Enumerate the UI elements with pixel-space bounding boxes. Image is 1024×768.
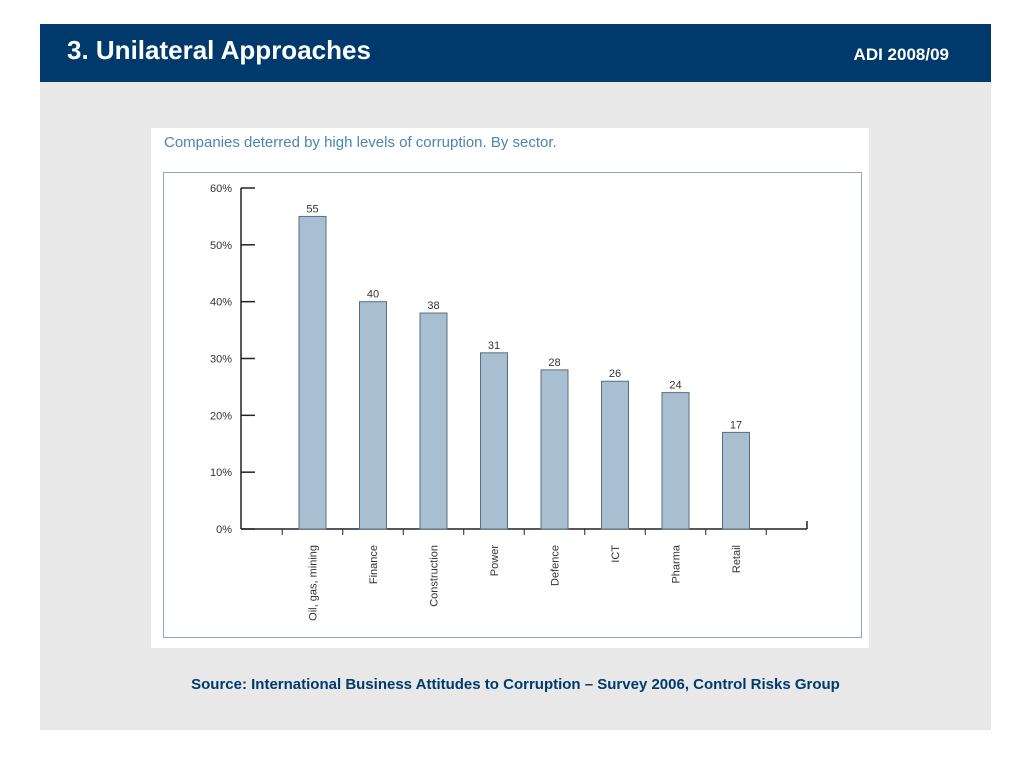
bar (722, 431, 750, 530)
x-category-label: Oil, gas, mining (308, 545, 320, 621)
bar (419, 312, 448, 530)
y-tick-label: 30% (210, 354, 232, 366)
bar (601, 380, 629, 530)
bar-value-label: 17 (730, 419, 742, 431)
slide-title: 3. Unilateral Approaches (67, 35, 371, 65)
x-category-label: ICT (610, 545, 622, 563)
x-category-label: Construction (429, 545, 441, 607)
y-tick-label: 20% (210, 410, 232, 422)
bar-chart: 0% 10% 20% 30% 40% 50% 60% 55 Oil, gas, mining 40… (210, 183, 808, 621)
bar-value-label: 40 (367, 289, 379, 301)
y-tick-label: 0% (216, 524, 232, 536)
bar-value-label: 24 (669, 380, 681, 392)
y-tick-label: 60% (210, 183, 232, 195)
x-category-label: Defence (550, 545, 562, 586)
bar-value-label: 38 (427, 300, 439, 312)
bar-value-label: 28 (548, 357, 560, 369)
slide-content: Companies deterred by high levels of cor… (40, 82, 991, 730)
chart-card: Companies deterred by high levels of cor… (151, 128, 869, 648)
x-category-label: Finance (368, 545, 380, 584)
bar-value-label: 26 (609, 368, 621, 380)
y-tick-label: 40% (210, 297, 232, 309)
bar (359, 301, 387, 530)
slide-tag: ADI 2008/09 (853, 45, 949, 64)
bar-value-label: 55 (306, 203, 318, 215)
bar (661, 392, 690, 530)
chart-frame (163, 172, 862, 638)
bar (540, 369, 569, 530)
slide-header: 3. Unilateral Approaches ADI 2008/09 (40, 24, 991, 82)
bar-value-label: 31 (488, 340, 500, 352)
bar (298, 215, 327, 530)
source-note: Source: International Business Attitudes… (191, 676, 840, 693)
chart-title: Companies deterred by high levels of cor… (164, 134, 557, 151)
y-tick-label: 50% (210, 240, 232, 252)
x-category-label: Retail (731, 545, 743, 573)
x-category-label: Power (489, 545, 501, 577)
bar (480, 352, 508, 530)
y-tick-label: 10% (210, 467, 232, 479)
x-category-label: Pharma (671, 544, 683, 583)
